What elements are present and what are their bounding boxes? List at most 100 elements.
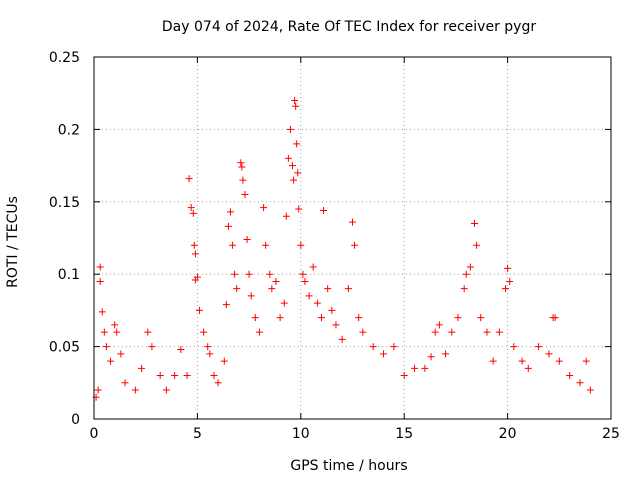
data-point — [489, 357, 497, 365]
data-point — [233, 285, 241, 293]
data-point — [111, 321, 119, 329]
data-point — [566, 372, 574, 380]
data-point — [504, 264, 512, 272]
data-point — [292, 102, 300, 110]
y-tick-label: 0.05 — [49, 340, 80, 356]
data-point — [518, 357, 526, 365]
data-point — [229, 241, 237, 249]
data-point — [338, 335, 346, 343]
data-point — [495, 328, 503, 336]
x-tick-label: 5 — [193, 426, 202, 442]
data-point — [131, 386, 139, 394]
data-point — [294, 169, 302, 177]
data-point — [255, 328, 263, 336]
data-point — [369, 343, 377, 351]
data-point — [506, 277, 514, 285]
data-point — [206, 350, 214, 358]
data-point — [121, 379, 129, 387]
data-point — [295, 205, 303, 213]
x-tick-label: 20 — [499, 426, 517, 442]
data-point — [390, 343, 398, 351]
data-point — [100, 328, 108, 336]
data-point — [98, 308, 106, 316]
plot-frame — [93, 56, 612, 420]
y-tick-label: 0.2 — [58, 122, 80, 138]
data-point — [328, 306, 336, 314]
data-point — [431, 328, 439, 336]
data-point — [117, 350, 125, 358]
data-point — [262, 241, 270, 249]
chart-title: Day 074 of 2024, Rate Of TEC Index for r… — [162, 19, 536, 35]
data-point — [204, 343, 212, 351]
data-point — [411, 364, 419, 372]
data-point — [462, 270, 470, 278]
data-point — [266, 270, 274, 278]
data-point — [241, 191, 249, 199]
data-point — [473, 241, 481, 249]
data-point — [96, 277, 104, 285]
data-point — [427, 353, 435, 361]
data-point — [290, 176, 298, 184]
data-point — [272, 277, 280, 285]
data-points — [92, 96, 594, 401]
data-point — [309, 263, 317, 271]
data-point — [284, 154, 292, 162]
x-tick-label: 15 — [395, 426, 413, 442]
data-point — [237, 159, 245, 167]
data-point — [293, 140, 301, 148]
data-point — [435, 321, 443, 329]
y-tick-label: 0 — [71, 412, 80, 428]
data-point — [171, 372, 179, 380]
data-point — [138, 364, 146, 372]
data-point — [576, 379, 584, 387]
data-point — [545, 350, 553, 358]
data-point — [185, 175, 193, 183]
data-point — [359, 328, 367, 336]
data-point — [156, 372, 164, 380]
data-point — [524, 364, 532, 372]
data-point — [351, 241, 359, 249]
data-point — [148, 343, 156, 351]
data-point — [421, 364, 429, 372]
data-point — [177, 345, 185, 353]
data-point — [471, 220, 479, 228]
data-point — [189, 209, 197, 217]
data-point — [162, 386, 170, 394]
data-point — [586, 386, 594, 394]
grid-lines — [94, 57, 611, 419]
y-tick-label: 0.15 — [49, 195, 80, 211]
data-point — [260, 204, 268, 212]
data-point — [183, 372, 191, 380]
data-point — [224, 222, 232, 230]
data-point — [442, 350, 450, 358]
data-point — [555, 357, 563, 365]
data-point — [193, 273, 201, 281]
data-point — [187, 204, 195, 212]
data-point — [96, 263, 104, 271]
y-axis-label: ROTI / TECUs — [5, 196, 21, 288]
data-point — [301, 277, 309, 285]
x-tick-label: 0 — [90, 426, 99, 442]
x-tick-label: 25 — [602, 426, 620, 442]
data-point — [510, 343, 518, 351]
data-point — [551, 314, 559, 322]
data-point — [332, 321, 340, 329]
data-point — [305, 292, 313, 300]
y-tick-label: 0.25 — [49, 50, 80, 66]
x-tick-label: 10 — [292, 426, 310, 442]
data-point — [324, 285, 332, 293]
data-point — [251, 314, 259, 322]
data-point — [299, 270, 307, 278]
data-point — [200, 328, 208, 336]
data-point — [291, 96, 299, 104]
data-point — [313, 299, 321, 307]
data-point — [195, 306, 203, 314]
data-point — [355, 314, 363, 322]
data-point — [226, 208, 234, 216]
data-point — [289, 162, 297, 170]
data-point — [222, 301, 230, 309]
data-point — [502, 285, 510, 293]
y-tick-label: 0.1 — [58, 267, 80, 283]
data-point — [231, 270, 239, 278]
